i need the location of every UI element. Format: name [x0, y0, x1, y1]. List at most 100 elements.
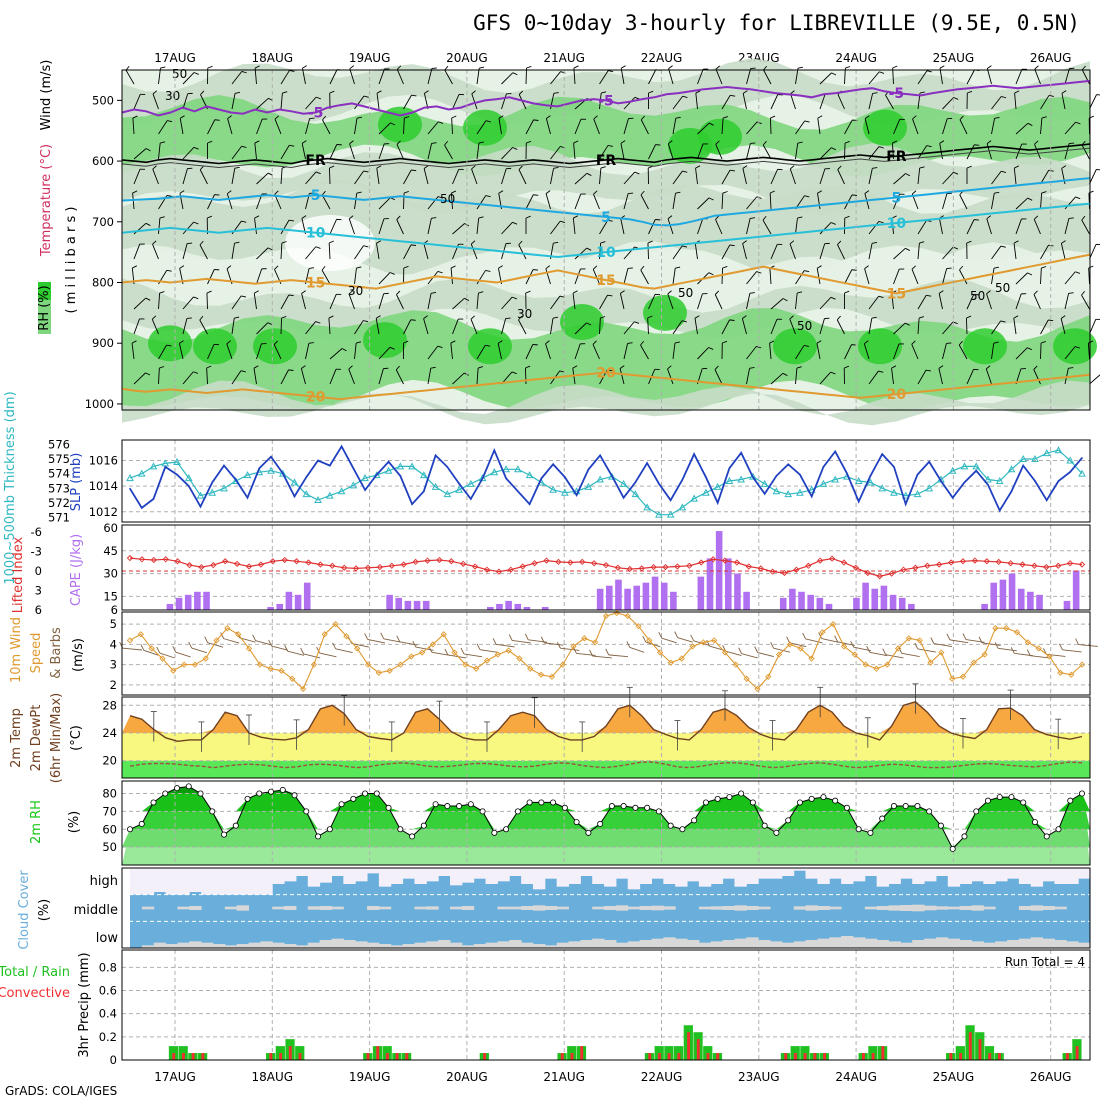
wind-barb	[864, 118, 870, 135]
precip-convective-bar	[395, 1053, 399, 1060]
cloud-high-clear	[698, 868, 712, 887]
wind-barb	[640, 119, 649, 135]
wind-barb	[573, 68, 576, 85]
wind-barb-flag	[1033, 365, 1038, 370]
rh-band	[122, 380, 1090, 426]
wind-barb	[302, 68, 306, 85]
wind-barb	[1033, 219, 1041, 235]
wind-barb-flag	[498, 190, 504, 194]
wind-barb	[452, 94, 460, 110]
wind-barb	[574, 322, 587, 335]
wind-barb-flag	[640, 190, 645, 196]
thickness-point	[431, 482, 440, 490]
wind-barb	[648, 144, 656, 160]
wind-barb-flag	[193, 221, 199, 225]
wind-barb-flag	[145, 372, 151, 376]
thickness-point	[184, 474, 193, 482]
wind-barb	[573, 143, 576, 160]
wind-barb	[721, 244, 731, 260]
pressure-tick-label: 500	[92, 93, 114, 107]
cape-bar	[642, 582, 650, 610]
bottom-date-label: 25AUG	[933, 1070, 975, 1084]
rh-point	[761, 822, 768, 829]
bottom-date-label: 17AUG	[154, 1070, 196, 1084]
cape-bar	[779, 597, 787, 610]
precip-convective-bar	[269, 1053, 273, 1060]
slp-point	[787, 463, 789, 466]
wind-barb	[863, 343, 870, 360]
wind-barb-flag	[288, 219, 295, 222]
cape-bar	[505, 600, 512, 610]
wind-barb-10m	[837, 641, 855, 646]
lifted-index-point	[543, 557, 550, 564]
cloud-mid-gap	[663, 906, 676, 910]
cape-bar	[624, 588, 631, 610]
wind-speed-point	[451, 649, 458, 656]
wind-barb	[1064, 271, 1076, 285]
cloud-high-clear	[615, 868, 629, 879]
wind-barb	[763, 69, 772, 85]
wind-barb	[182, 93, 189, 110]
thickness-axis-label: 1000~500mb Thickness (dm)	[3, 391, 18, 584]
wind-barb-flag	[959, 265, 964, 271]
lifted-index-point	[662, 563, 669, 571]
wind-barb	[354, 118, 358, 135]
cloud-high-clear	[212, 868, 226, 895]
wind-barb-flag	[891, 365, 897, 369]
wind-barb-flag	[349, 140, 354, 145]
wind-barb-flag	[627, 342, 633, 344]
wind-barb	[868, 93, 874, 110]
wind-barb-flag	[851, 269, 857, 271]
rh-point	[373, 790, 380, 797]
wind-barb-10m-flag	[674, 631, 679, 638]
cloud-high-clear	[864, 868, 878, 876]
temp-contour	[121, 253, 1091, 295]
cloud-mid-gap	[639, 906, 652, 910]
cape-bar	[706, 558, 714, 610]
wind-barb	[746, 196, 758, 210]
wind-barb	[378, 368, 384, 385]
rh-point	[843, 804, 850, 811]
cloud-low-fill	[852, 937, 866, 948]
wind-barb-flag	[592, 265, 598, 270]
slp-point	[423, 490, 425, 493]
cloud-mid-gap	[450, 906, 463, 910]
rh-contour-label: 50	[970, 289, 985, 303]
wind-barb-flag	[206, 290, 212, 294]
wind-barb	[844, 269, 853, 285]
wind-barb	[158, 218, 161, 235]
cloud-mid-gap	[414, 906, 427, 910]
wind-barb	[329, 144, 338, 160]
wind-barb-flag	[253, 365, 259, 369]
cloud-high-clear	[295, 868, 309, 876]
wind-barb	[378, 197, 391, 210]
wind-barb-flag	[830, 296, 836, 300]
wind-barb-flag	[872, 92, 878, 94]
wind-barb-10m-flag	[252, 634, 257, 641]
wind-speed-point	[137, 631, 144, 638]
wind-barb-10m	[383, 638, 402, 643]
wind-barb-10m-flag	[962, 633, 967, 640]
rh-point	[573, 819, 580, 826]
cape-bar	[413, 600, 421, 610]
rh-point	[279, 786, 286, 793]
cloud-mid-gap	[307, 906, 321, 910]
wind-barb	[819, 72, 832, 85]
wind-barb	[550, 71, 561, 85]
wind-speed-point	[732, 661, 739, 668]
temp-contour-shadow	[121, 147, 1091, 169]
wind-barb-flag	[938, 290, 944, 294]
wind-barb-flag	[892, 65, 898, 69]
wind-barb-flag	[878, 146, 884, 149]
lifted-index-point	[150, 556, 157, 564]
wind-barb-flag	[1000, 320, 1006, 323]
wind-speed-point	[483, 657, 491, 664]
cloud-mid-gap	[319, 906, 332, 910]
temp-contour-label: FR	[305, 153, 326, 169]
cape-bar	[496, 603, 503, 610]
lifted-index-point	[947, 559, 955, 566]
wind-speed-point	[494, 651, 501, 658]
rh-dark-cell	[1053, 328, 1097, 365]
wind-barb-flag	[430, 292, 437, 294]
